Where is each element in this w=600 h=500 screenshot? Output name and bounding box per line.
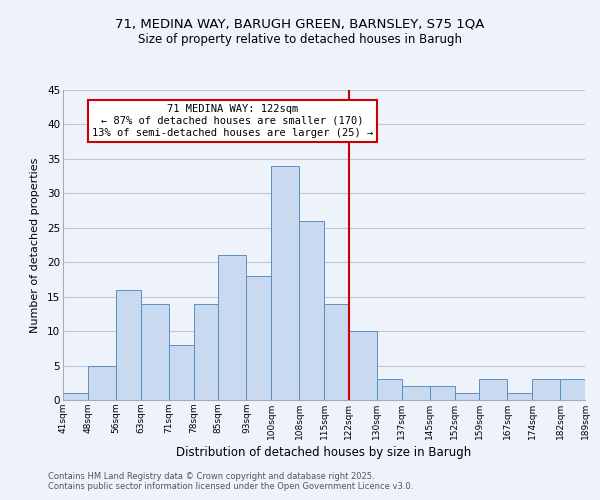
Bar xyxy=(560,380,585,400)
X-axis label: Distribution of detached houses by size in Barugh: Distribution of detached houses by size … xyxy=(176,446,472,459)
Text: 71, MEDINA WAY, BARUGH GREEN, BARNSLEY, S75 1QA: 71, MEDINA WAY, BARUGH GREEN, BARNSLEY, … xyxy=(115,18,485,30)
Bar xyxy=(349,331,377,400)
Text: Contains HM Land Registry data © Crown copyright and database right 2025.: Contains HM Land Registry data © Crown c… xyxy=(48,472,374,481)
Bar xyxy=(377,380,401,400)
Bar xyxy=(247,276,271,400)
Text: 71 MEDINA WAY: 122sqm
← 87% of detached houses are smaller (170)
13% of semi-det: 71 MEDINA WAY: 122sqm ← 87% of detached … xyxy=(92,104,373,138)
Bar xyxy=(299,221,324,400)
Bar xyxy=(116,290,140,400)
Bar xyxy=(455,393,479,400)
Bar xyxy=(532,380,560,400)
Bar xyxy=(169,345,194,400)
Bar xyxy=(271,166,299,400)
Y-axis label: Number of detached properties: Number of detached properties xyxy=(30,158,40,332)
Bar xyxy=(63,393,88,400)
Bar xyxy=(88,366,116,400)
Bar xyxy=(508,393,532,400)
Bar xyxy=(140,304,169,400)
Bar xyxy=(479,380,508,400)
Text: Size of property relative to detached houses in Barugh: Size of property relative to detached ho… xyxy=(138,32,462,46)
Bar xyxy=(218,256,247,400)
Bar xyxy=(430,386,455,400)
Bar xyxy=(194,304,218,400)
Bar xyxy=(324,304,349,400)
Text: Contains public sector information licensed under the Open Government Licence v3: Contains public sector information licen… xyxy=(48,482,413,491)
Bar xyxy=(401,386,430,400)
